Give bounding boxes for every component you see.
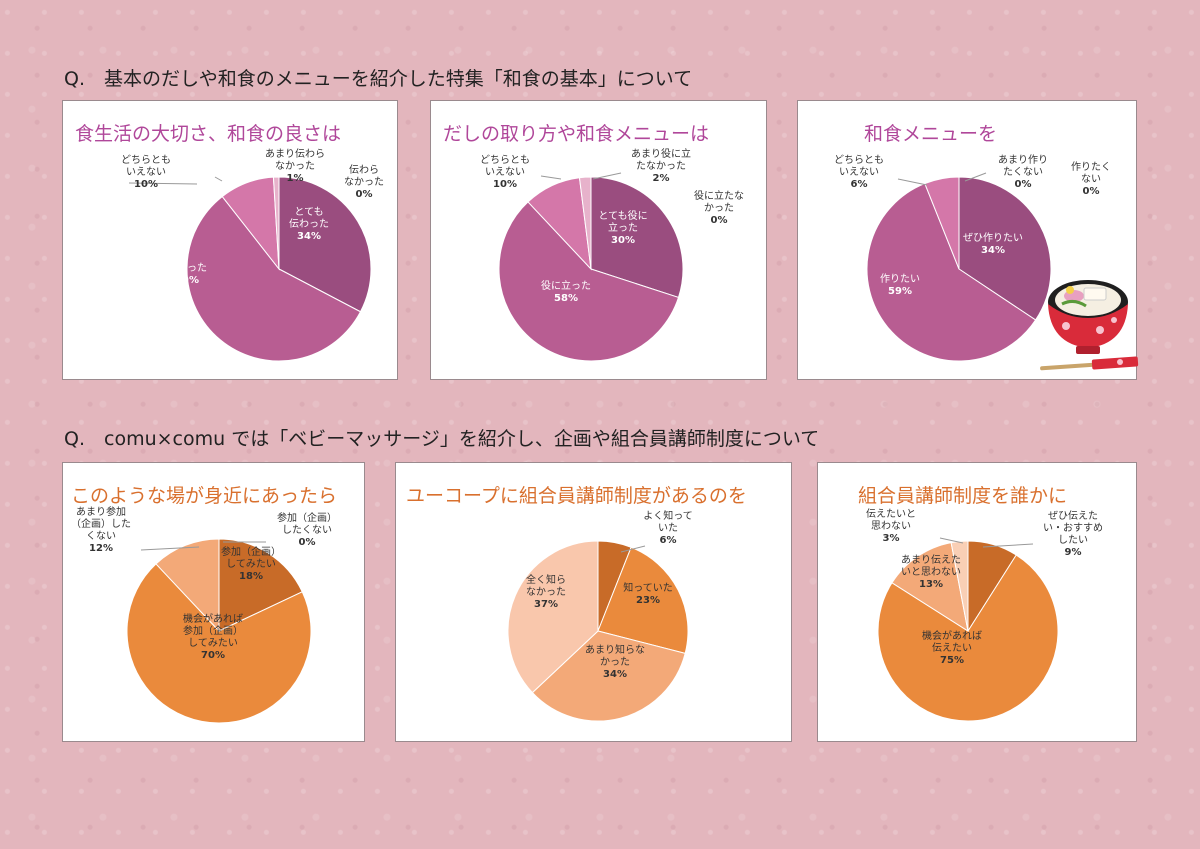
leader-line bbox=[620, 545, 646, 553]
pie-chart: ぜひ伝えたい・おすすめしたい 9% 機会があれば伝えたい 75% あまり伝えたいと思わな… bbox=[866, 508, 1103, 722]
leader-line bbox=[540, 175, 562, 180]
slice-label: どちらともいえない 10% bbox=[121, 154, 171, 190]
slice-label: 伝えたいと思わない 3% bbox=[866, 508, 916, 544]
pie-chart-card-awareness: ユーコープに組合員講師制度があるのを よく知っていた 6% 知っていた 23% あまり知… bbox=[395, 462, 792, 742]
slice-label: 役に立った 58% bbox=[541, 279, 591, 304]
leader-line bbox=[128, 182, 198, 185]
slice-label: あまり知らなかった 34% bbox=[585, 643, 645, 680]
slice-label: ぜひ作りたい 34% bbox=[963, 232, 1023, 256]
leader-line bbox=[982, 543, 1034, 548]
slice-label: とても伝わった 34% bbox=[289, 206, 329, 242]
pie-slice bbox=[531, 630, 686, 722]
chart-title: 和食メニューを bbox=[864, 123, 998, 145]
chart-title: だしの取り方や和食メニューは bbox=[443, 123, 710, 145]
chart-title: 組合員講師制度を誰かに bbox=[858, 485, 1068, 507]
pie-slice bbox=[578, 176, 592, 270]
question-1: Q. 基本のだしや和食のメニューを紹介した特集「和食の基本」について bbox=[64, 68, 693, 90]
slice-label: 役に立たなかった 0% bbox=[694, 189, 744, 226]
slice-label: 作りたくない 0% bbox=[1071, 161, 1111, 197]
pie-chart: とても役に立った 30% 役に立った 58% どちらともいえない 10% あまり役に立たなか… bbox=[480, 147, 744, 362]
slice-label: 機会があれば伝えたい 75% bbox=[922, 629, 982, 666]
question-2: Q. comu×comu では「ベビーマッサージ」を紹介し、企画や組合員講師制度… bbox=[64, 428, 820, 450]
pie-chart: 参加（企画）してみたい 18% 機会があれば参加（企画）してみたい 70% あまり参加（… bbox=[71, 505, 337, 724]
pie-slice bbox=[877, 554, 1059, 722]
pie-slice bbox=[278, 176, 372, 313]
slice-label: どちらともいえない 6% bbox=[834, 154, 884, 190]
pie-slice bbox=[498, 201, 680, 362]
pie-chart-card-recommend: 組合員講師制度を誰かに ぜひ伝えたい・おすすめしたい 9% 機会があれば伝えたい 75… bbox=[817, 462, 1137, 742]
pie-slice bbox=[866, 182, 1037, 362]
slice-label: とても役に立った 30% bbox=[598, 209, 647, 246]
leader-line bbox=[964, 172, 987, 182]
slice-label: あまり伝えたいと思わない 13% bbox=[901, 554, 961, 590]
pie-slice bbox=[272, 176, 280, 270]
pie-slice bbox=[590, 176, 684, 299]
leader-line bbox=[592, 172, 622, 180]
pie-slice bbox=[950, 540, 969, 632]
slice-label: 機会があれば参加（企画）してみたい 70% bbox=[183, 612, 243, 661]
pie-slice bbox=[597, 546, 689, 654]
slice-label: 作りたい 59% bbox=[880, 273, 920, 297]
pie-chart-card-dashi: だしの取り方や和食メニューは とても役に立った 30% 役に立った 58% どちらともい… bbox=[430, 100, 767, 380]
pie-slice bbox=[186, 195, 362, 362]
chart-title: このような場が身近にあったら bbox=[71, 485, 338, 507]
slice-label: あまり役に立たなかった 2% bbox=[631, 147, 691, 184]
pie-chart-card-venue: このような場が身近にあったら 参加（企画）してみたい 18% 機会があれば参加（企画… bbox=[62, 462, 365, 742]
slice-label: 参加（企画）してみたい 18% bbox=[221, 545, 281, 582]
slice-label: 全く知らなかった 37% bbox=[526, 573, 566, 610]
soup-bowl-icon bbox=[1040, 280, 1139, 371]
slice-label: 伝わらなかった 0% bbox=[344, 164, 384, 200]
leader-line bbox=[939, 537, 964, 544]
chart-title: ユーコープに組合員講師制度があるのを bbox=[406, 485, 747, 507]
chart-title: 食生活の大切さ、和食の良さは bbox=[75, 123, 342, 145]
slice-label: 知っていた 23% bbox=[623, 581, 673, 606]
pie-chart: よく知っていた 6% 知っていた 23% あまり知らなかった 34% 全く知らなかった 37% bbox=[507, 509, 693, 722]
slice-label: よく知っていた 6% bbox=[643, 509, 693, 546]
slice-label: あまり作りたくない 0% bbox=[998, 154, 1048, 190]
pie-slice bbox=[218, 538, 303, 632]
slice-label: あまり参加（企画）したくない 12% bbox=[71, 505, 131, 554]
slice-label: あまり伝わらなかった 1% bbox=[265, 148, 325, 184]
pie-chart: とても伝わった 34% 伝わった 59% どちらともいえない 10% あまり伝わらなかった 1… bbox=[121, 148, 384, 362]
pie-slice bbox=[924, 176, 960, 270]
pie-chart-card-taste: 食生活の大切さ、和食の良さは とても伝わった 34% 伝わった 59% どちらともいえな… bbox=[62, 100, 398, 380]
slice-label: どちらともいえない 10% bbox=[480, 154, 530, 190]
pie-slice bbox=[507, 540, 599, 694]
slice-label: 参加（企画）したくない 0% bbox=[277, 511, 337, 548]
pie-chart: ぜひ作りたい 34% 作りたい 59% どちらともいえない 6% あまり作りたくない 0% 作り… bbox=[834, 154, 1111, 362]
pie-slice bbox=[891, 542, 969, 633]
slice-label: 伝わった 59% bbox=[167, 262, 207, 286]
leader-line bbox=[140, 546, 200, 551]
pie-slice bbox=[155, 538, 220, 633]
leader-line bbox=[214, 176, 223, 182]
pie-slice bbox=[126, 563, 312, 724]
slice-label: ぜひ伝えたい・おすすめしたい 9% bbox=[1043, 510, 1103, 558]
leader-line bbox=[897, 178, 928, 186]
